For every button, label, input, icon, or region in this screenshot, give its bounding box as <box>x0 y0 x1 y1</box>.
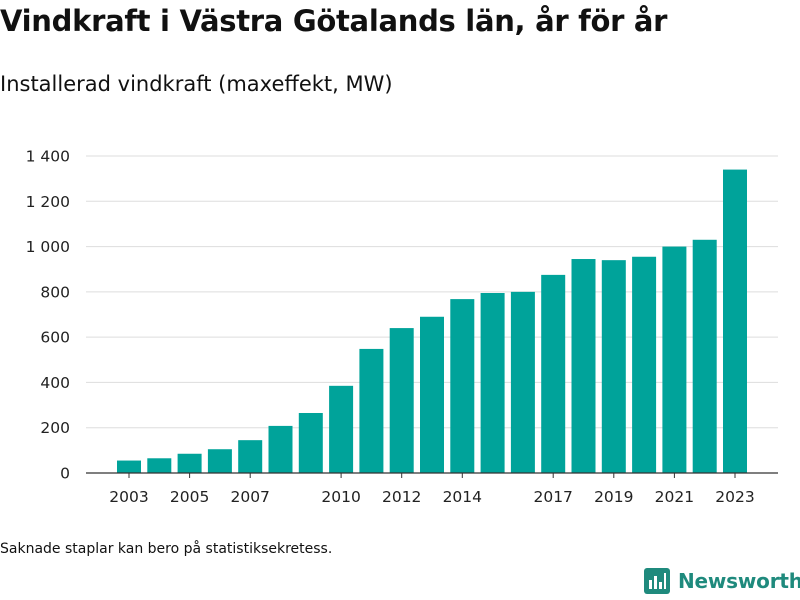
bar-2022 <box>692 239 717 473</box>
x-tick-label: 2023 <box>715 488 754 506</box>
bar-2016 <box>510 291 535 473</box>
bar-2005 <box>177 453 202 473</box>
y-tick-label: 1 400 <box>26 148 70 166</box>
y-tick-label: 200 <box>40 419 70 437</box>
y-tick-label: 600 <box>40 329 70 347</box>
x-tick-label: 2005 <box>170 488 209 506</box>
x-tick-label: 2017 <box>533 488 572 506</box>
bar-2008 <box>268 425 293 473</box>
x-axis-labels: 2003 2005 2007 2010 2012 2014 2017 2019 2021 2023 <box>109 488 754 506</box>
bar-2010 <box>329 385 354 473</box>
bar-2003 <box>117 460 141 473</box>
bar-2012 <box>389 328 414 473</box>
x-tick-label: 2014 <box>443 488 482 506</box>
bar-2013 <box>420 316 444 473</box>
bars <box>117 169 747 474</box>
bar-2021 <box>662 246 687 473</box>
y-tick-label: 800 <box>40 283 70 301</box>
x-tick-label: 2007 <box>230 488 269 506</box>
chart-title: Vindkraft i Västra Götalands län, år för… <box>0 4 668 38</box>
brand-name: Newsworthy <box>678 569 800 593</box>
bar-2017 <box>541 274 566 473</box>
bar-2009 <box>298 412 323 473</box>
bar-2007 <box>238 440 263 473</box>
y-axis-labels: 0 200 400 600 800 1 000 1 200 1 400 <box>26 148 70 483</box>
x-tick-label: 2021 <box>655 488 694 506</box>
y-tick-label: 1 000 <box>26 238 70 256</box>
x-tick-label: 2012 <box>382 488 421 506</box>
bar-2004 <box>147 458 172 473</box>
bar-2020 <box>632 256 657 473</box>
bar-2023 <box>723 169 747 474</box>
chart-subtitle: Installerad vindkraft (maxeffekt, MW) <box>0 72 393 96</box>
bar-2018 <box>571 259 596 473</box>
y-tick-label: 0 <box>60 465 70 483</box>
x-tick-label: 2010 <box>321 488 360 506</box>
brand-logo: Newsworthy <box>644 568 800 594</box>
x-tick-label: 2003 <box>109 488 148 506</box>
bar-2011 <box>359 348 384 473</box>
footnote: Saknade staplar kan bero på statistiksek… <box>0 541 333 557</box>
x-tick-label: 2019 <box>594 488 633 506</box>
x-axis <box>86 472 778 478</box>
newsworthy-logo-icon <box>644 568 670 594</box>
y-tick-label: 1 200 <box>26 193 70 211</box>
y-tick-label: 400 <box>40 374 70 392</box>
bar-2014 <box>450 299 475 473</box>
bar-2015 <box>480 292 505 473</box>
bar-2006 <box>207 449 232 473</box>
bar-2019 <box>601 260 626 473</box>
